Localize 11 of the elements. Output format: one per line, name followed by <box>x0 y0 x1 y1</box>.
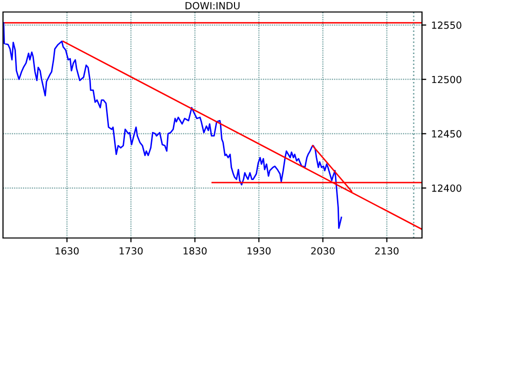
x-tick-label: 1630 <box>56 247 79 255</box>
y-tick-label: 12450 <box>432 130 462 138</box>
chart-title: DOWI:INDU <box>186 2 240 10</box>
y-tick-label: 12400 <box>432 184 462 192</box>
x-tick-label: 1730 <box>120 247 143 255</box>
x-tick-label: 1830 <box>184 247 207 255</box>
x-tick-label: 2030 <box>311 247 335 255</box>
x-tick-label: 1930 <box>248 247 271 255</box>
y-tick-label: 12550 <box>432 22 462 29</box>
y-tick-label: 12500 <box>432 76 462 84</box>
x-tick-label: 2130 <box>375 247 399 255</box>
